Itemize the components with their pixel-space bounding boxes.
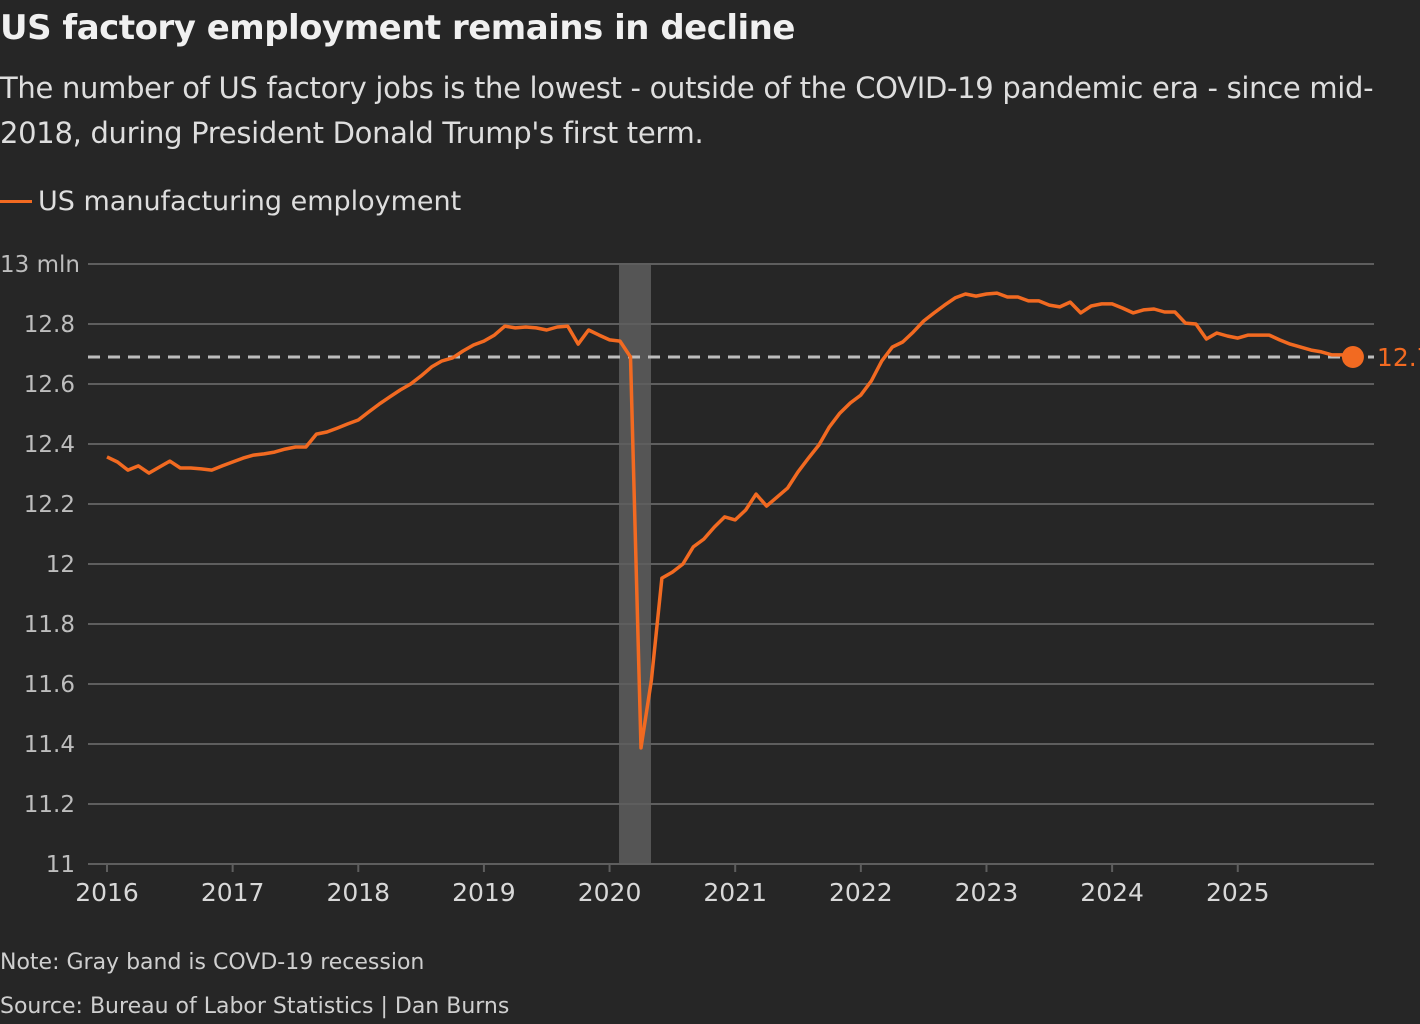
chart-source: Source: Bureau of Labor Statistics | Dan…: [0, 994, 510, 1019]
legend: US manufacturing employment: [0, 186, 461, 217]
chart-title: US factory employment remains in decline: [0, 8, 795, 48]
x-tick-label: 2022: [829, 878, 893, 907]
x-tick-label: 2024: [1080, 878, 1144, 907]
legend-label: US manufacturing employment: [38, 186, 462, 217]
y-tick-label: 13 mln: [0, 252, 80, 278]
x-tick-label: 2023: [955, 878, 1019, 907]
x-tick-label: 2025: [1206, 878, 1270, 907]
chart-subtitle: The number of US factory jobs is the low…: [0, 71, 1374, 150]
x-tick-label: 2016: [75, 878, 139, 907]
end-point-marker: [1341, 346, 1364, 368]
y-tick-label: 11.8: [24, 612, 75, 638]
y-tick-label: 11.6: [24, 672, 75, 698]
y-tick-label: 12.2: [24, 492, 75, 518]
x-tick-label: 2017: [201, 878, 265, 907]
y-tick-label: 12.4: [24, 432, 75, 458]
x-tick-label: 2021: [703, 878, 767, 907]
end-value-label: 12.7: [1377, 343, 1420, 372]
series-line: [106, 291, 1354, 750]
line-chart: 11 11.2 11.4 11.6 11.8 12 12.2 12.4 12.6 12.8 13 m…: [0, 252, 1420, 907]
x-tick-label: 2019: [452, 878, 516, 907]
y-tick-label: 11: [46, 852, 75, 878]
y-tick-label: 12: [46, 552, 75, 578]
y-tick-label: 12.6: [24, 372, 75, 398]
chart-note: Note: Gray band is COVD-19 recession: [0, 950, 425, 975]
legend-swatch: [0, 200, 32, 203]
x-tick-label: 2020: [578, 878, 642, 907]
x-tick-label: 2018: [326, 878, 390, 907]
y-tick-label: 11.2: [24, 792, 75, 818]
y-tick-label: 11.4: [24, 732, 75, 758]
y-tick-label: 12.8: [24, 312, 75, 338]
